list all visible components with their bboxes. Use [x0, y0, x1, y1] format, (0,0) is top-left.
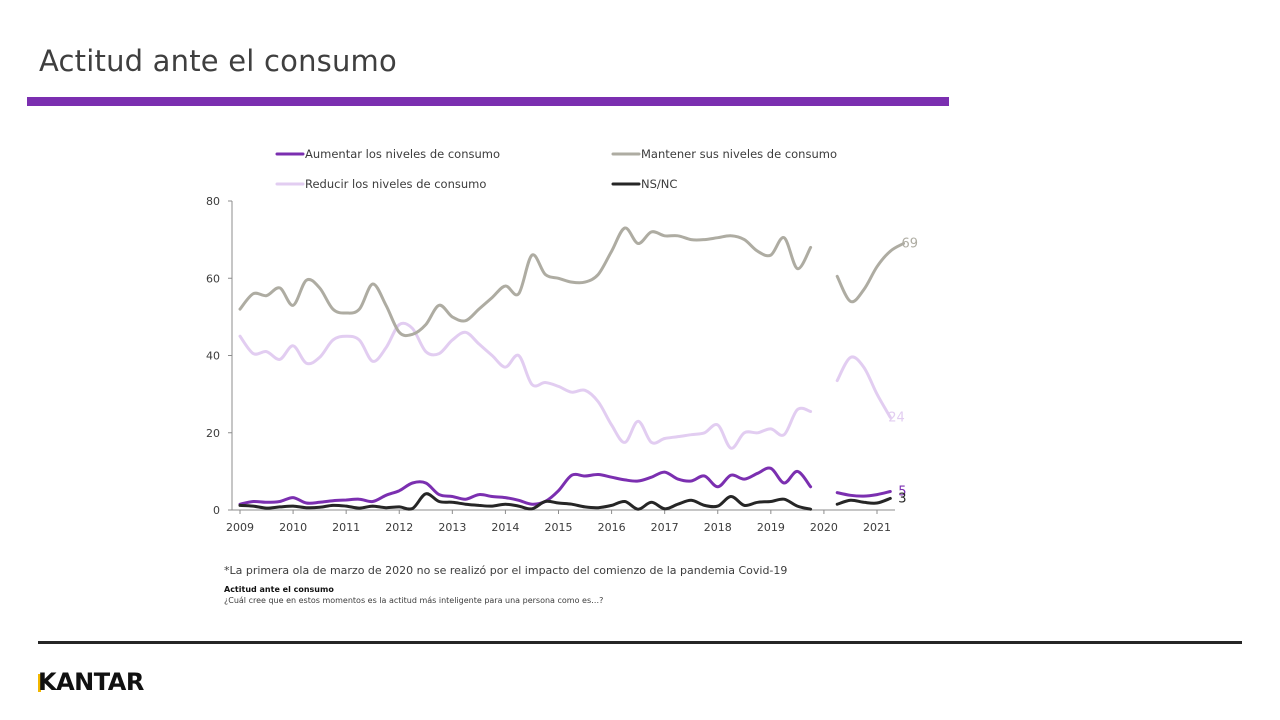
series-end-label: 3: [898, 491, 906, 506]
legend-label: NS/NC: [641, 177, 677, 191]
chart-footnote: *La primera ola de marzo de 2020 no se r…: [224, 564, 788, 577]
x-tick-label: 2018: [704, 521, 732, 534]
series-line: [238, 492, 813, 511]
series-line: [835, 490, 892, 498]
x-tick-label: 2019: [757, 521, 785, 534]
series-line: [835, 355, 892, 419]
y-tick-label: 60: [206, 272, 220, 285]
legend-label: Mantener sus niveles de consumo: [641, 147, 837, 161]
y-tick-label: 20: [206, 427, 220, 440]
legend-label: Reducir los niveles de consumo: [305, 177, 486, 191]
x-tick-label: 2010: [279, 521, 307, 534]
title-accent-bar: [27, 97, 949, 106]
x-tick-label: 2021: [863, 521, 891, 534]
page-title: Actitud ante el consumo: [39, 44, 397, 78]
x-tick-label: 2020: [810, 521, 838, 534]
x-tick-label: 2016: [598, 521, 626, 534]
brand-logo: KANTAR: [38, 668, 144, 696]
x-tick-label: 2009: [226, 521, 254, 534]
series-end-label: 69: [902, 236, 919, 251]
footer-divider: [38, 641, 1242, 644]
series-line: [238, 321, 813, 450]
x-tick-label: 2012: [385, 521, 413, 534]
x-tick-label: 2017: [651, 521, 679, 534]
y-tick-label: 40: [206, 350, 220, 363]
y-tick-label: 80: [206, 195, 220, 208]
y-tick-label: 0: [213, 504, 220, 517]
x-tick-label: 2015: [545, 521, 573, 534]
series-line: [835, 496, 892, 506]
question-text: ¿Cuál cree que en estos momentos es la a…: [224, 596, 604, 605]
series-line: [238, 466, 813, 506]
brand-logo-mark: [38, 674, 41, 692]
x-tick-label: 2011: [332, 521, 360, 534]
question-title: Actitud ante el consumo: [224, 585, 334, 594]
series-end-label: 24: [888, 410, 905, 425]
x-tick-label: 2013: [438, 521, 466, 534]
legend-label: Aumentar los niveles de consumo: [305, 147, 500, 161]
x-tick-label: 2014: [491, 521, 519, 534]
series-end-label: 5: [898, 484, 906, 499]
series-line: [835, 242, 905, 304]
series-line: [238, 226, 813, 338]
